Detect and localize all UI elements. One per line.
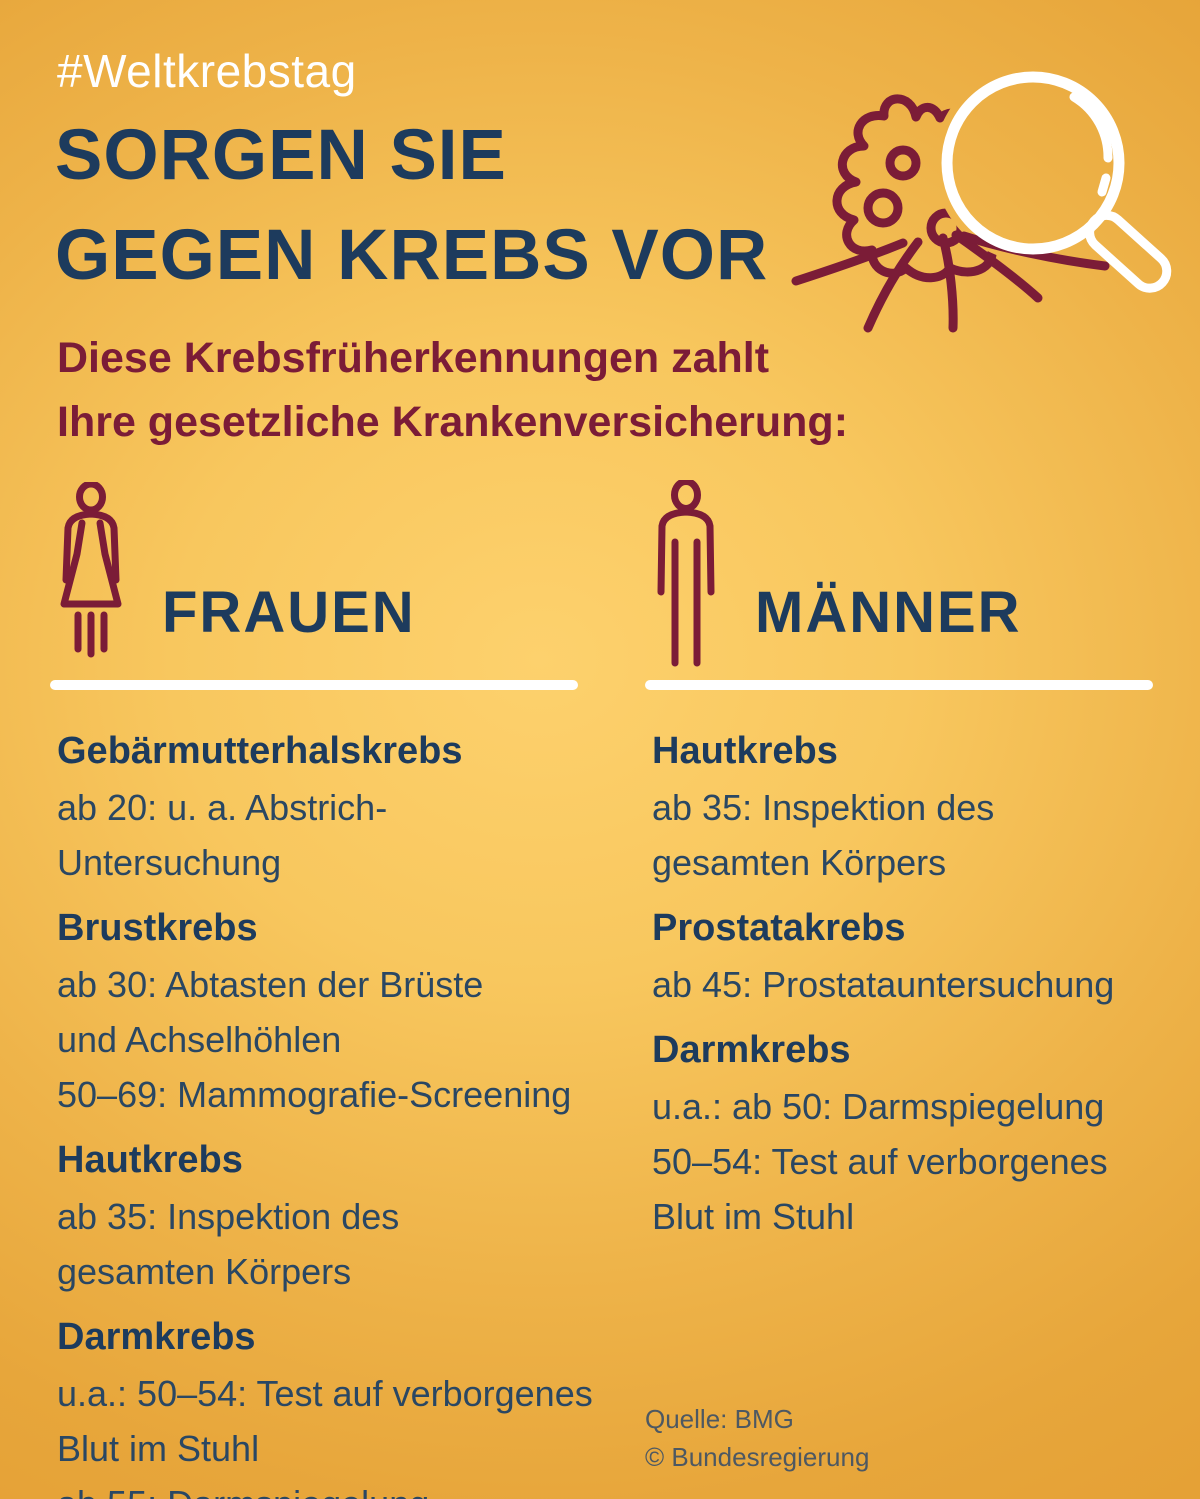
screening-line: 50–54: Test auf verborgenes <box>652 1141 1108 1182</box>
footer-source: Quelle: BMG <box>645 1404 794 1434</box>
man-icon <box>657 480 715 667</box>
magnifier-icon <box>941 71 1172 293</box>
subtitle: Diese Krebsfrüherkennungen zahlt Ihre ge… <box>57 326 848 454</box>
screening-title: Gebärmutterhalskrebs <box>57 730 463 772</box>
screening-line: Blut im Stuhl <box>652 1196 855 1237</box>
screening-title: Darmkrebs <box>652 1029 851 1071</box>
subtitle-line1: Diese Krebsfrüherkennungen zahlt <box>57 334 770 382</box>
divider-line-maenner <box>645 680 1153 690</box>
screening-line: ab 45: Prostatauntersuchung <box>652 964 1115 1005</box>
screening-line: 50–69: Mammografie-Screening <box>57 1074 572 1115</box>
column-title-frauen: FRAUEN <box>162 580 416 645</box>
frauen-items: Gebärmutterhalskrebs ab 20: u. a. Abstri… <box>50 728 610 1499</box>
column-frauen: FRAUEN Gebärmutterhalskrebs ab 20: u. a.… <box>50 480 610 1499</box>
column-frauen-header: FRAUEN <box>50 480 610 672</box>
column-maenner-header: MÄNNER <box>645 480 1165 672</box>
page-title: SORGEN SIE GEGEN KREBS VOR <box>55 106 768 306</box>
screening-line: und Achselhöhlen <box>57 1019 342 1060</box>
maenner-items: Hautkrebs ab 35: Inspektion des gesamten… <box>645 728 1165 1244</box>
divider-line-frauen <box>50 680 578 690</box>
screening-title: Hautkrebs <box>57 1139 243 1181</box>
screening-line: gesamten Körpers <box>57 1251 352 1292</box>
column-maenner: MÄNNER Hautkrebs ab 35: Inspektion des g… <box>645 480 1165 1259</box>
screening-line: ab 20: u. a. Abstrich- <box>57 787 388 828</box>
cancer-cell-magnifier-icon <box>791 71 1172 333</box>
footer-copyright: © Bundesregierung <box>645 1442 870 1472</box>
screening-item: Gebärmutterhalskrebs ab 20: u. a. Abstri… <box>57 728 610 890</box>
screening-line: ab 55: Darmspiegelung <box>57 1476 610 1499</box>
column-title-maenner: MÄNNER <box>755 580 1022 645</box>
screening-line: ab 35: Inspektion des <box>652 787 995 828</box>
screening-title: Hautkrebs <box>652 730 838 772</box>
screening-line: gesamten Körpers <box>652 842 947 883</box>
screening-title: Prostatakrebs <box>652 907 906 949</box>
screening-line: u.a.: 50–54: Test auf verborgenes <box>57 1373 593 1414</box>
footer: Quelle: BMG © Bundesregierung <box>645 1400 869 1476</box>
screening-line: Blut im Stuhl <box>57 1428 260 1469</box>
screening-line: u.a.: ab 50: Darmspiegelung <box>652 1086 1105 1127</box>
cancer-cell-body <box>832 94 1027 283</box>
hashtag-label: #Weltkrebstag <box>57 45 357 97</box>
screening-item: Brustkrebs ab 30: Abtasten der Brüste un… <box>57 905 610 1122</box>
screening-title: Brustkrebs <box>57 907 258 949</box>
screening-item: Darmkrebs u.a.: ab 50: Darmspiegelung 50… <box>652 1027 1165 1244</box>
screening-item: Prostatakrebs ab 45: Prostatauntersuchun… <box>652 905 1165 1012</box>
screening-line: ab 35: Inspektion des <box>57 1196 400 1237</box>
screening-item: Hautkrebs ab 35: Inspektion des gesamten… <box>57 1137 610 1299</box>
page-title-line1: SORGEN SIE <box>55 116 507 195</box>
screening-title: Darmkrebs <box>57 1316 256 1358</box>
screening-item: Darmkrebs u.a.: 50–54: Test auf verborge… <box>57 1314 610 1499</box>
page-title-line2: GEGEN KREBS VOR <box>55 216 769 295</box>
woman-icon <box>60 482 122 658</box>
screening-line: Untersuchung <box>57 842 282 883</box>
subtitle-line2: Ihre gesetzliche Krankenversicherung: <box>57 398 849 446</box>
screening-line: ab 30: Abtasten der Brüste <box>57 964 484 1005</box>
screening-item: Hautkrebs ab 35: Inspektion des gesamten… <box>652 728 1165 890</box>
